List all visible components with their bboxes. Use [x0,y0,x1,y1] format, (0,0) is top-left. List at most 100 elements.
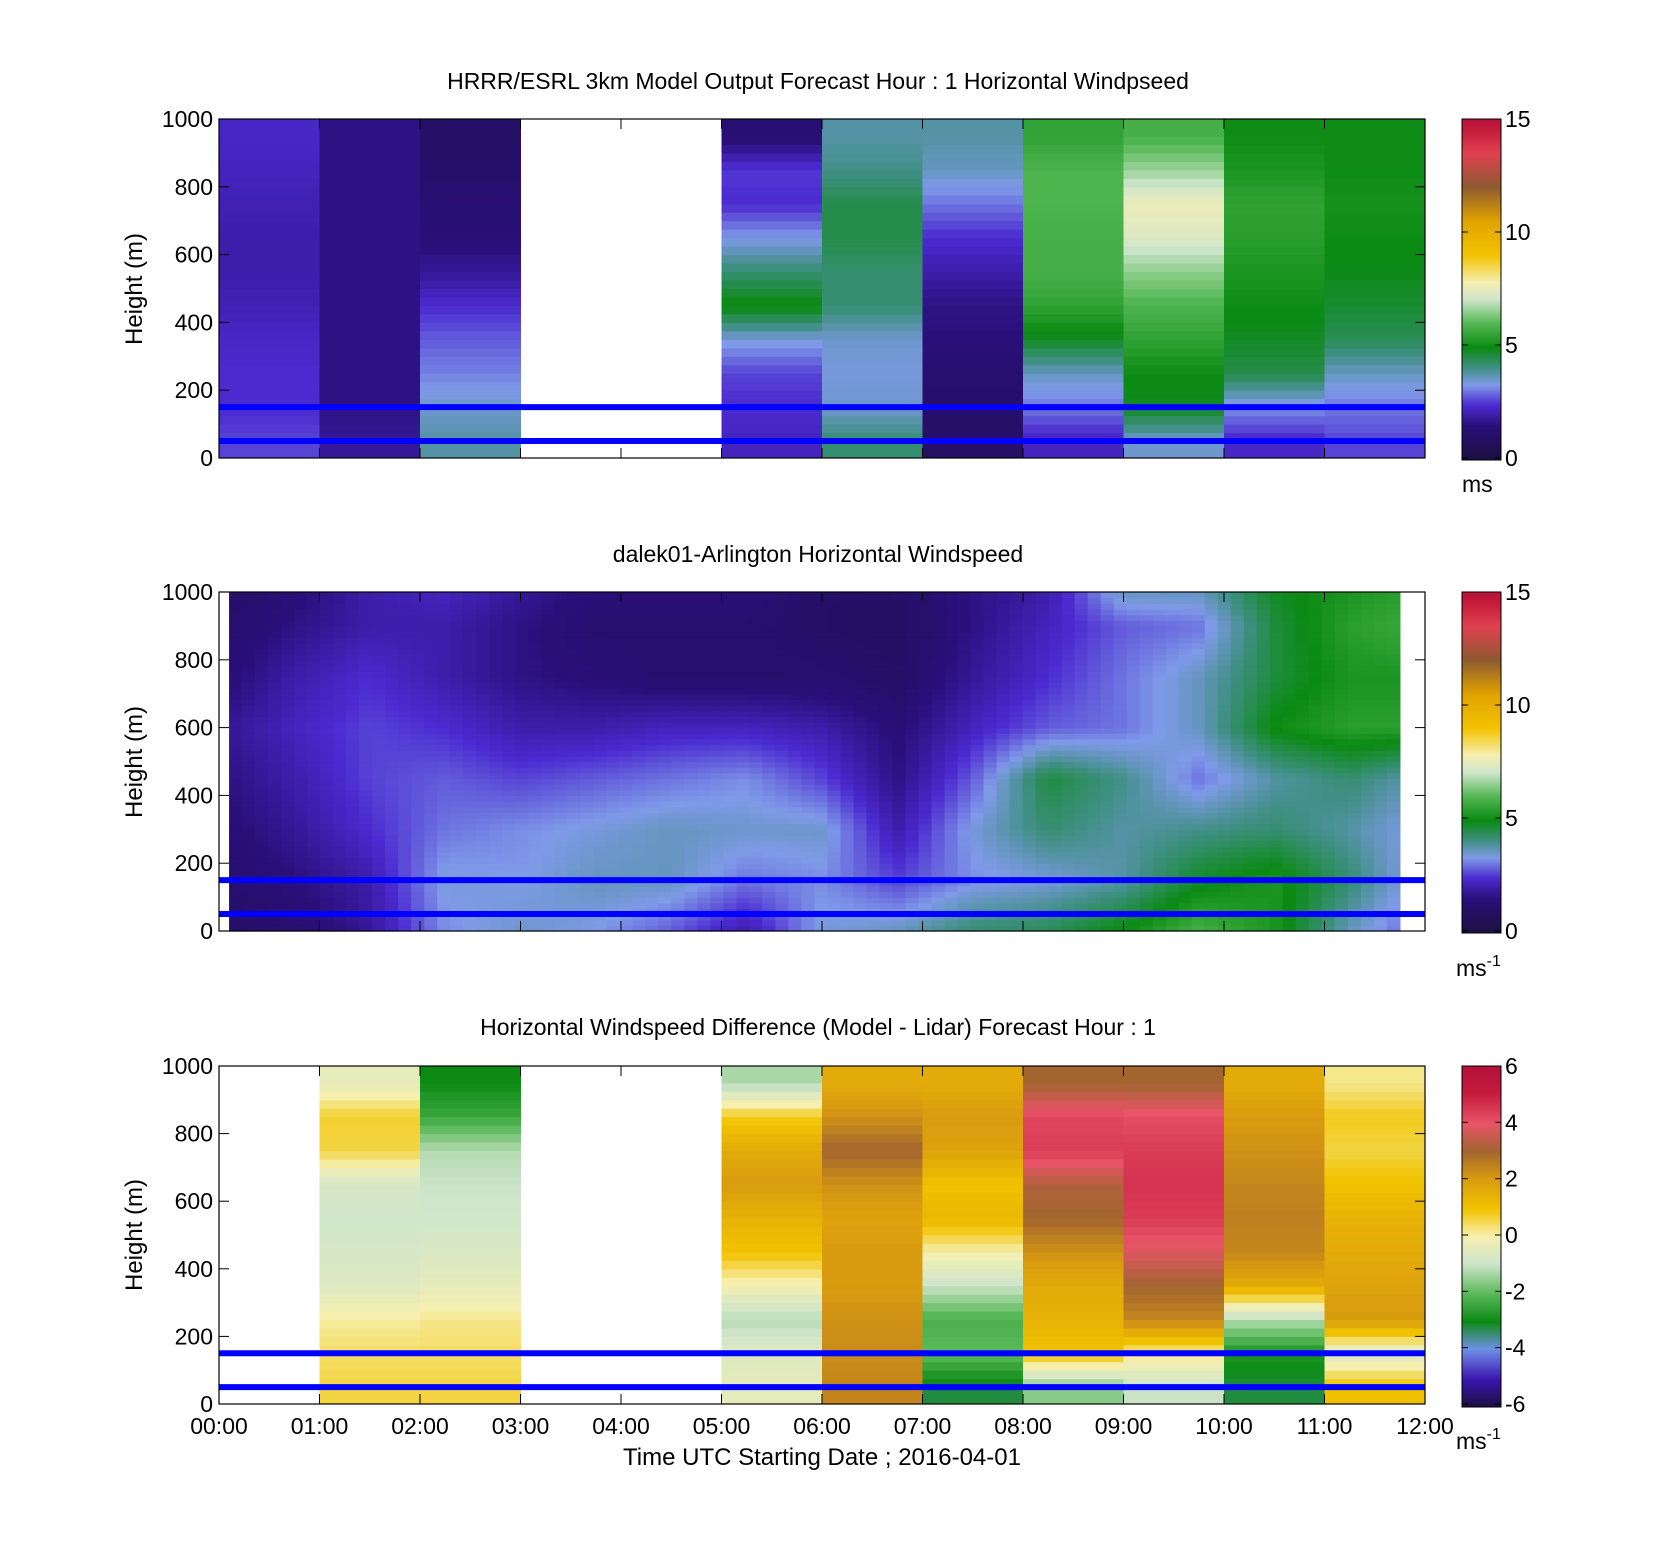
heatmap-cell [268,818,282,824]
heatmap-cell [684,756,698,762]
heatmap-cell [1062,891,1076,897]
heatmap-cell [932,654,946,660]
heatmap-cell [320,694,334,700]
heatmap-cell [593,711,607,717]
heatmap-cell [372,778,386,784]
heatmap-cell [788,745,802,751]
heatmap-cell [1023,835,1037,841]
heatmap-cell [307,801,321,807]
heatmap-cell [971,609,985,615]
heatmap-cell [1114,807,1128,813]
heatmap-cell [372,807,386,813]
heatmap-cell [515,654,529,660]
heatmap-cell [1049,649,1063,655]
heatmap-cell [1166,824,1180,830]
heatmap-cell [723,716,737,722]
heatmap-cell [906,835,920,841]
heatmap-cell [801,682,815,688]
heatmap-cell [502,592,516,598]
heatmap-cell [945,869,959,875]
heatmap-cell [1114,846,1128,852]
heatmap-cell [359,637,373,643]
heatmap-cell [723,750,737,756]
heatmap-cell [749,773,763,779]
heatmap-cell [307,637,321,643]
heatmap-cell [1224,195,1325,204]
heatmap-cell [294,654,308,660]
heatmap-cell [658,699,672,705]
heatmap-cell [541,615,555,621]
heatmap-cell [489,784,503,790]
heatmap-cell [420,178,521,187]
heatmap-cell [307,767,321,773]
heatmap-cell [502,722,516,728]
heatmap-cell [359,603,373,609]
colorbar-tick-label: 5 [1505,332,1518,358]
heatmap-cell [1325,297,1426,306]
heatmap-cell [333,841,347,847]
heatmap-cell [1166,643,1180,649]
heatmap-cell [958,598,972,604]
heatmap-cell [827,897,841,903]
heatmap-cell [398,846,412,852]
heatmap-cell [1127,733,1141,739]
heatmap-cell [1075,773,1089,779]
heatmap-cell [268,739,282,745]
heatmap-cell [971,632,985,638]
heatmap-cell [372,632,386,638]
heatmap-cell [801,699,815,705]
heatmap-cell [697,688,711,694]
heatmap-cell [645,858,659,864]
heatmap-cell [1127,677,1141,683]
heatmap-cell [723,705,737,711]
heatmap-cell [1140,903,1154,909]
heatmap-cell [722,204,823,213]
heatmap-cell [502,677,516,683]
heatmap-cell [606,841,620,847]
heatmap-cell [1325,305,1426,314]
heatmap-cell [242,745,256,751]
heatmap-cell [268,632,282,638]
heatmap-cell [1062,733,1076,739]
heatmap-cell [866,829,880,835]
heatmap-cell [1192,795,1206,801]
heatmap-cell [997,745,1011,751]
heatmap-cell [822,280,923,289]
heatmap-cell [1010,626,1024,632]
heatmap-cell [997,637,1011,643]
heatmap-cell [528,903,542,909]
heatmap-cell [619,897,633,903]
heatmap-cell [359,852,373,858]
heatmap-cell [645,620,659,626]
heatmap-cell [1140,852,1154,858]
heatmap-cell [827,824,841,830]
heatmap-cell [515,897,529,903]
heatmap-cell [814,863,828,869]
heatmap-cell [437,869,451,875]
heatmap-cell [722,246,823,255]
heatmap-cell [580,891,594,897]
heatmap-cell [945,795,959,801]
heatmap-cell [722,153,823,162]
heatmap-cell [658,745,672,751]
heatmap-cell [971,767,985,773]
heatmap-cell [1114,592,1128,598]
heatmap-cell [840,824,854,830]
heatmap-cell [606,891,620,897]
heatmap-cell [945,824,959,830]
heatmap-cell [1049,694,1063,700]
heatmap-cell [1101,637,1115,643]
heatmap-cell [1179,598,1193,604]
heatmap-cell [1023,699,1037,705]
heatmap-cell [984,739,998,745]
heatmap-cell [880,711,894,717]
heatmap-cell [1153,773,1167,779]
heatmap-cell [502,733,516,739]
heatmap-cell [1023,609,1037,615]
heatmap-cell [489,688,503,694]
heatmap-cell [1023,272,1124,281]
heatmap-cell [749,863,763,869]
heatmap-cell [567,745,581,751]
heatmap-cell [268,858,282,864]
heatmap-cell [736,626,750,632]
